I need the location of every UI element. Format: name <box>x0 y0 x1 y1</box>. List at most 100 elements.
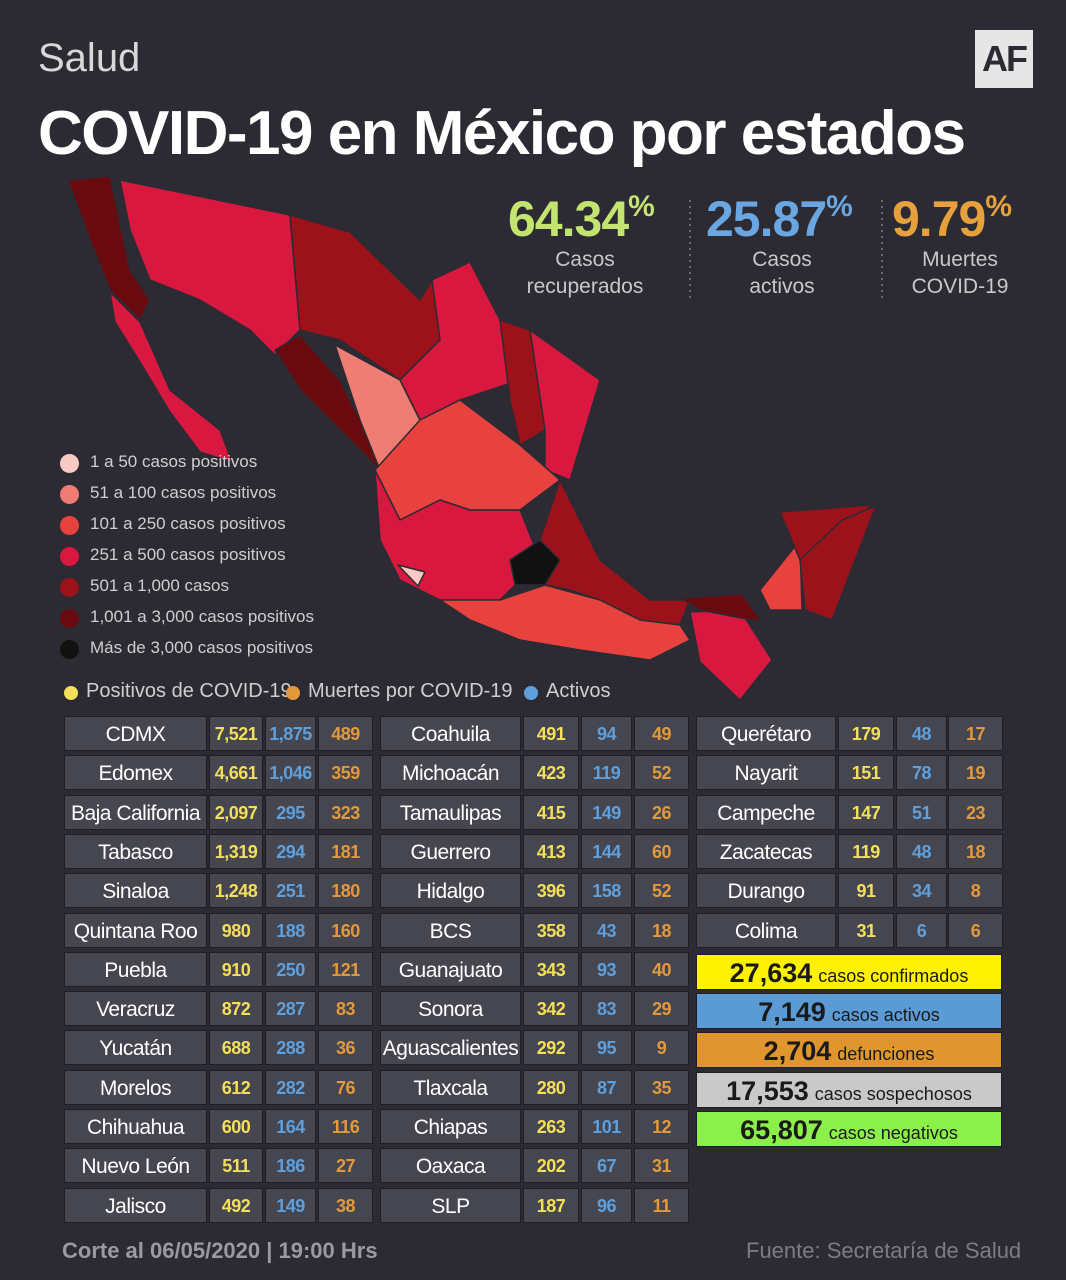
title: COVID-19 en México por estados <box>38 99 966 168</box>
active-count: 295 <box>265 794 316 830</box>
positive-count: 119 <box>838 833 894 869</box>
active-count: 48 <box>896 833 947 869</box>
state-shape <box>109 291 233 463</box>
active-count: 186 <box>265 1148 316 1184</box>
legend-swatch <box>60 578 79 597</box>
footer-source: Fuente: Secretaría de Salud <box>746 1238 1022 1263</box>
state-name: Michoacán <box>380 755 521 791</box>
positive-count: 179 <box>838 716 894 751</box>
state-name: Querétaro <box>696 716 836 751</box>
section-label: Salud <box>38 36 141 80</box>
death-count: 9 <box>634 1030 689 1066</box>
state-name: Guanajuato <box>380 951 521 987</box>
state-name: Zacatecas <box>696 833 836 869</box>
positive-count: 4,661 <box>209 755 263 791</box>
death-count: 18 <box>634 912 689 948</box>
legend-label: 1,001 a 3,000 casos positivos <box>90 607 314 626</box>
active-count: 96 <box>581 1187 632 1223</box>
legend-swatch <box>60 547 79 566</box>
positive-count: 492 <box>209 1187 263 1223</box>
death-count: 76 <box>318 1069 373 1105</box>
active-count: 43 <box>581 912 632 948</box>
positive-count: 491 <box>523 716 579 751</box>
state-shape <box>799 505 877 621</box>
state-shape <box>679 593 763 623</box>
legend-label: Más de 3,000 casos positivos <box>90 638 314 657</box>
legend-label: Positivos de COVID-19 <box>86 680 292 702</box>
death-count: 121 <box>318 951 373 987</box>
death-count: 27 <box>318 1148 373 1184</box>
stat-unit: % <box>985 190 1012 223</box>
summary-value: 2,704 <box>763 1036 832 1067</box>
summary-box: 65,807 casos negativos <box>696 1110 1002 1147</box>
death-count: 38 <box>318 1187 373 1223</box>
state-name: Veracruz <box>64 991 207 1027</box>
map <box>67 175 883 701</box>
state-name: Edomex <box>64 755 207 791</box>
death-count: 160 <box>318 912 373 948</box>
legend-label: 501 a 1,000 casos <box>90 576 229 595</box>
stat-value: 64.34% <box>508 190 655 248</box>
state-shape <box>67 175 151 321</box>
active-count: 144 <box>581 833 632 869</box>
active-count: 6 <box>896 912 947 948</box>
stat-number: 64.34 <box>508 191 629 247</box>
state-name: Tabasco <box>64 833 207 869</box>
active-count: 1,875 <box>265 716 316 751</box>
state-name: Campeche <box>696 794 836 830</box>
stat-value: 25.87% <box>706 190 853 248</box>
death-count: 489 <box>318 716 373 751</box>
active-count: 95 <box>581 1030 632 1066</box>
active-count: 288 <box>265 1030 316 1066</box>
state-name: Jalisco <box>64 1187 207 1223</box>
death-count: 52 <box>634 873 689 909</box>
stat-number: 9.79 <box>892 191 986 247</box>
positive-count: 187 <box>523 1187 579 1223</box>
summary-box: 7,149 casos activos <box>696 993 1002 1030</box>
summary-value: 65,807 <box>740 1114 823 1145</box>
active-count: 149 <box>265 1187 316 1223</box>
death-count: 323 <box>318 794 373 830</box>
state-shape <box>759 539 803 611</box>
positive-count: 511 <box>209 1148 263 1184</box>
death-count: 83 <box>318 991 373 1027</box>
positive-count: 202 <box>523 1148 579 1184</box>
positive-count: 292 <box>523 1030 579 1066</box>
positive-count: 415 <box>523 794 579 830</box>
logo: AF <box>975 30 1033 88</box>
active-count: 294 <box>265 833 316 869</box>
state-name: Nuevo León <box>64 1148 207 1184</box>
legend-swatch <box>60 485 79 504</box>
active-count: 48 <box>896 716 947 751</box>
positive-count: 396 <box>523 873 579 909</box>
legend-label: Activos <box>546 680 611 702</box>
death-count: 23 <box>948 794 1003 830</box>
state-name: Tlaxcala <box>380 1069 521 1105</box>
state-shape <box>499 319 546 446</box>
stat-label: Casos <box>555 248 615 271</box>
death-count: 11 <box>634 1187 689 1223</box>
active-count: 287 <box>265 991 316 1027</box>
state-name: Chiapas <box>380 1109 521 1144</box>
legend-label: 101 a 250 casos positivos <box>90 514 286 533</box>
summary-box: 17,553 casos sospechosos <box>696 1071 1002 1108</box>
death-count: 12 <box>634 1109 689 1144</box>
death-count: 31 <box>634 1148 689 1184</box>
state-name: Colima <box>696 912 836 948</box>
stat-value: 9.79% <box>892 190 1012 248</box>
positive-count: 147 <box>838 794 894 830</box>
state-name: Baja California <box>64 794 207 830</box>
death-count: 49 <box>634 716 689 751</box>
state-name: Oaxaca <box>380 1148 521 1184</box>
positive-count: 980 <box>209 912 263 948</box>
active-count: 188 <box>265 912 316 948</box>
summary-box: 27,634 casos confirmados <box>696 954 1002 990</box>
positive-count: 910 <box>209 951 263 987</box>
active-count: 78 <box>896 755 947 791</box>
active-count: 87 <box>581 1069 632 1105</box>
positive-count: 31 <box>838 912 894 948</box>
positive-count: 263 <box>523 1109 579 1144</box>
active-count: 250 <box>265 951 316 987</box>
positive-count: 612 <box>209 1069 263 1105</box>
state-name: Quintana Roo <box>64 912 207 948</box>
